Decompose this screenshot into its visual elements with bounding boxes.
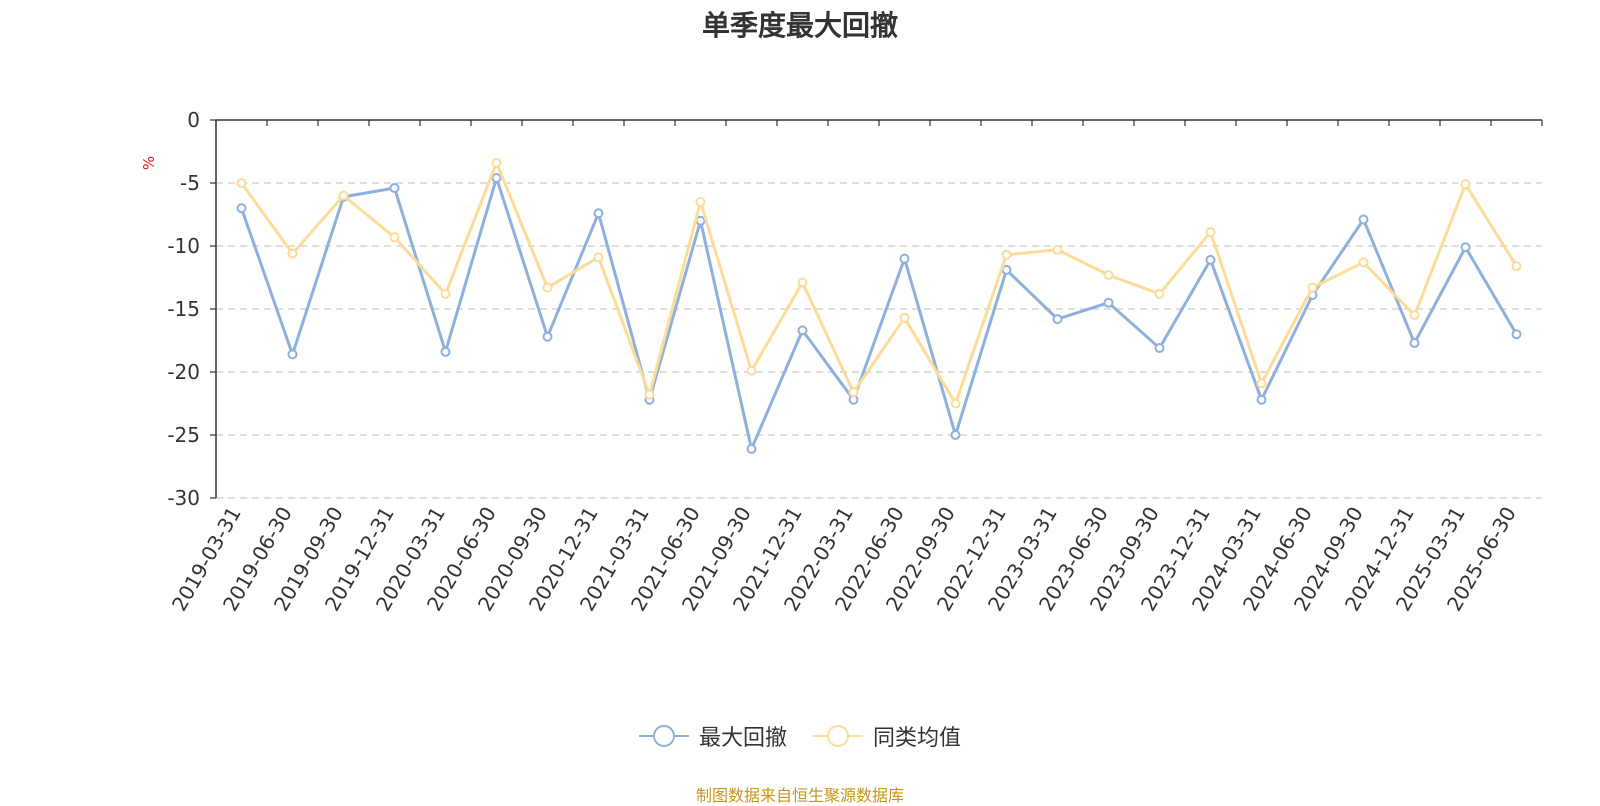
legend-label: 同类均值	[873, 726, 962, 751]
data-point[interactable]	[1001, 249, 1012, 260]
data-point[interactable]	[1511, 329, 1522, 340]
data-point[interactable]	[1103, 269, 1114, 280]
data-point[interactable]	[1460, 179, 1471, 190]
axes	[210, 119, 1543, 499]
series	[236, 157, 1522, 454]
data-point[interactable]	[1358, 257, 1369, 268]
data-point[interactable]	[1154, 288, 1165, 299]
data-point[interactable]	[236, 203, 247, 214]
y-tick-labels: 0 -5 -10 -15 -20 -25 -30	[167, 108, 200, 510]
y-axis-label: %	[140, 156, 158, 170]
legend-marker-icon	[638, 724, 689, 748]
data-point[interactable]	[1409, 338, 1420, 349]
data-source-note: 制图数据来自恒生聚源数据库	[695, 786, 904, 805]
legend: 最大回撤 同类均值	[0, 720, 1600, 752]
data-point[interactable]	[644, 389, 655, 400]
data-point[interactable]	[695, 196, 706, 207]
data-point[interactable]	[1052, 244, 1063, 255]
data-point[interactable]	[593, 252, 604, 263]
series-line	[240, 161, 1518, 405]
data-point[interactable]	[1460, 242, 1471, 253]
legend-marker-icon	[813, 724, 863, 748]
data-point[interactable]	[542, 282, 553, 293]
legend-label: 最大回撤	[698, 726, 787, 751]
data-point[interactable]	[1358, 214, 1369, 225]
legend-item[interactable]: 最大回撤	[638, 720, 787, 752]
line-chart: 0 -5 -10 -15 -20 -25 -30 2019-03-312019-06-302…	[140, 108, 1543, 616]
y-tick-label: -10	[167, 234, 200, 258]
chart-title: 单季度最大回撤	[701, 9, 898, 42]
data-point[interactable]	[1154, 343, 1165, 354]
y-tick-label: 0	[187, 108, 200, 132]
legend-item[interactable]: 同类均值	[813, 720, 961, 752]
y-tick-label: -5	[180, 171, 200, 195]
data-point[interactable]	[950, 430, 961, 440]
data-point[interactable]	[440, 288, 451, 299]
data-point[interactable]	[1511, 261, 1522, 272]
grid-lines	[216, 182, 1542, 499]
data-point[interactable]	[950, 398, 961, 409]
data-point[interactable]	[389, 232, 400, 243]
data-point[interactable]	[1052, 314, 1063, 325]
data-point[interactable]	[746, 443, 757, 454]
series-line	[240, 176, 1518, 451]
data-point[interactable]	[746, 365, 757, 376]
series-1	[236, 172, 1522, 454]
data-point[interactable]	[287, 248, 298, 259]
data-point[interactable]	[1307, 282, 1318, 293]
data-point[interactable]	[899, 253, 910, 264]
data-point[interactable]	[1256, 378, 1267, 389]
data-point[interactable]	[236, 178, 247, 188]
data-point[interactable]	[338, 190, 349, 201]
y-tick-label: -25	[167, 423, 200, 447]
data-point[interactable]	[1205, 227, 1216, 238]
data-point[interactable]	[848, 387, 859, 398]
data-point[interactable]	[797, 325, 808, 336]
data-point[interactable]	[1103, 297, 1114, 308]
data-point[interactable]	[593, 208, 604, 219]
y-tick-label: -15	[167, 297, 200, 321]
data-point[interactable]	[1256, 394, 1267, 405]
data-point[interactable]	[899, 312, 910, 323]
data-point[interactable]	[1205, 254, 1216, 265]
data-point[interactable]	[491, 172, 502, 183]
data-point[interactable]	[287, 349, 298, 360]
data-point[interactable]	[797, 277, 808, 288]
x-tick-labels: 2019-03-312019-06-302019-09-302019-12-31…	[167, 503, 1521, 616]
y-tick-label: -20	[167, 360, 200, 384]
data-point[interactable]	[491, 157, 502, 168]
data-point[interactable]	[1409, 310, 1420, 321]
series-2	[236, 157, 1522, 409]
data-point[interactable]	[440, 346, 451, 357]
data-point[interactable]	[389, 183, 400, 194]
y-tick-label: -30	[167, 486, 200, 510]
data-point[interactable]	[542, 331, 553, 342]
